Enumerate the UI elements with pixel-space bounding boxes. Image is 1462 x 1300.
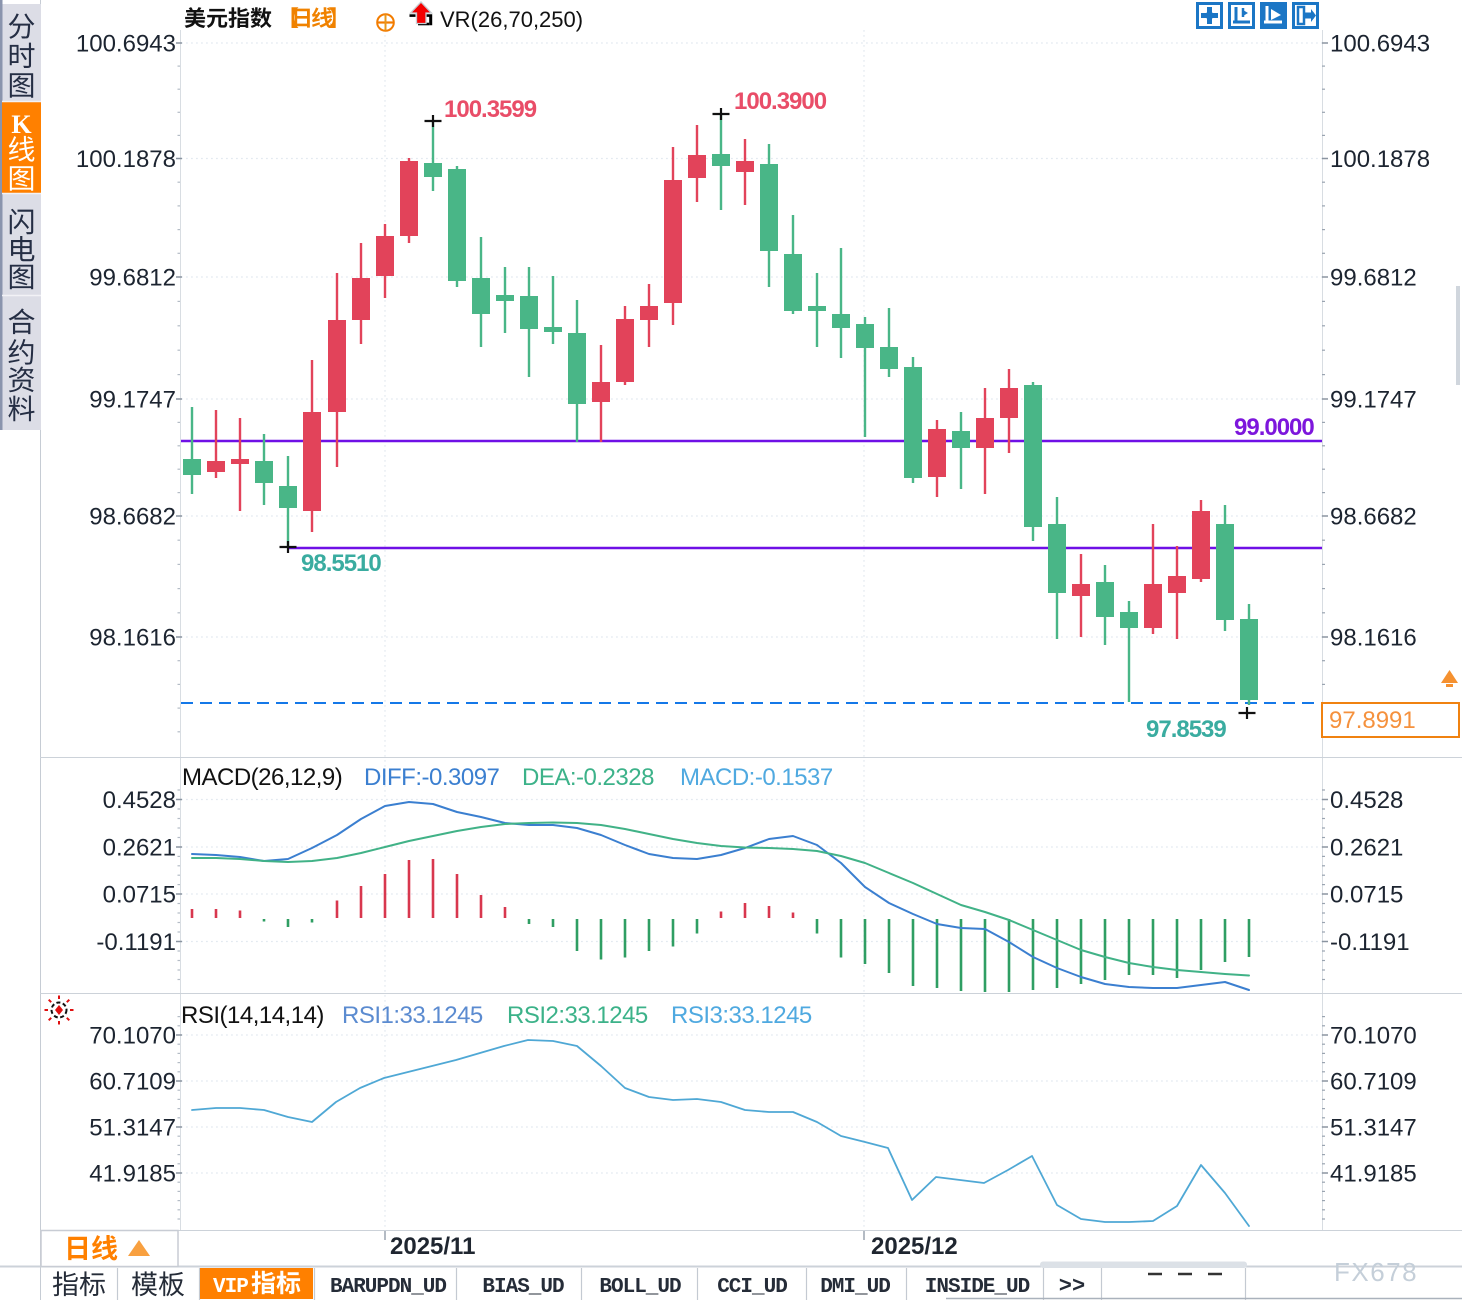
svg-text:99.6812: 99.6812 bbox=[89, 265, 176, 292]
svg-text:RSI(14,14,14): RSI(14,14,14) bbox=[181, 1002, 324, 1029]
svg-text:DEA:-0.2328: DEA:-0.2328 bbox=[522, 764, 654, 791]
svg-text:98.1616: 98.1616 bbox=[89, 625, 176, 652]
svg-text:RSI1:33.1245: RSI1:33.1245 bbox=[342, 1002, 483, 1029]
svg-text:0.0715: 0.0715 bbox=[1330, 882, 1403, 909]
svg-text:60.7109: 60.7109 bbox=[1330, 1069, 1417, 1096]
svg-text:99.6812: 99.6812 bbox=[1330, 265, 1417, 292]
svg-text:100.1878: 100.1878 bbox=[1330, 146, 1430, 173]
svg-text:FX678: FX678 bbox=[1334, 1257, 1418, 1287]
svg-text:DIFF:-0.3097: DIFF:-0.3097 bbox=[364, 764, 500, 791]
svg-text:100.6943: 100.6943 bbox=[1330, 31, 1430, 58]
svg-text:41.9185: 41.9185 bbox=[1330, 1161, 1417, 1188]
svg-text:0.2621: 0.2621 bbox=[103, 835, 176, 862]
svg-text:100.1878: 100.1878 bbox=[76, 146, 176, 173]
svg-text:INSIDE_UD: INSIDE_UD bbox=[925, 1276, 1030, 1299]
svg-text:CCI_UD: CCI_UD bbox=[717, 1276, 787, 1299]
svg-text:98.6682: 98.6682 bbox=[89, 504, 176, 531]
svg-text:-0.1191: -0.1191 bbox=[96, 929, 176, 956]
svg-text:2025/12: 2025/12 bbox=[871, 1233, 958, 1260]
svg-text:RSI2:33.1245: RSI2:33.1245 bbox=[507, 1002, 648, 1029]
svg-text:99.0000: 99.0000 bbox=[1234, 414, 1314, 441]
svg-text:98.1616: 98.1616 bbox=[1330, 625, 1417, 652]
svg-text:100.3599: 100.3599 bbox=[444, 96, 537, 123]
svg-text:100.3900: 100.3900 bbox=[734, 88, 827, 115]
svg-text:98.6682: 98.6682 bbox=[1330, 504, 1417, 531]
svg-text:>>: >> bbox=[1059, 1274, 1085, 1299]
svg-text:-0.1191: -0.1191 bbox=[1330, 929, 1410, 956]
svg-text:DMI_UD: DMI_UD bbox=[820, 1276, 890, 1299]
svg-text:70.1070: 70.1070 bbox=[1330, 1023, 1417, 1050]
svg-text:0.0715: 0.0715 bbox=[103, 882, 176, 909]
svg-text:99.1747: 99.1747 bbox=[1330, 387, 1417, 414]
svg-text:70.1070: 70.1070 bbox=[89, 1023, 176, 1050]
svg-text:2025/11: 2025/11 bbox=[390, 1233, 475, 1260]
svg-text:60.7109: 60.7109 bbox=[89, 1069, 176, 1096]
svg-text:K: K bbox=[11, 110, 32, 139]
svg-text:0.4528: 0.4528 bbox=[1330, 787, 1403, 814]
svg-text:0.4528: 0.4528 bbox=[103, 787, 176, 814]
svg-text:97.8991: 97.8991 bbox=[1329, 707, 1416, 734]
svg-text:VR(26,70,250): VR(26,70,250) bbox=[440, 7, 583, 32]
svg-text:RSI3:33.1245: RSI3:33.1245 bbox=[671, 1002, 812, 1029]
svg-text:MACD:-0.1537: MACD:-0.1537 bbox=[680, 764, 833, 791]
svg-text:BARUPDN_UD: BARUPDN_UD bbox=[330, 1276, 446, 1299]
svg-text:41.9185: 41.9185 bbox=[89, 1161, 176, 1188]
svg-text:BIAS_UD: BIAS_UD bbox=[482, 1276, 564, 1299]
svg-text:BOLL_UD: BOLL_UD bbox=[599, 1276, 681, 1299]
svg-text:MACD(26,12,9): MACD(26,12,9) bbox=[182, 764, 342, 791]
svg-text:98.5510: 98.5510 bbox=[301, 550, 381, 577]
svg-text:51.3147: 51.3147 bbox=[89, 1115, 176, 1142]
svg-text:VIP: VIP bbox=[213, 1276, 248, 1299]
svg-text:97.8539: 97.8539 bbox=[1146, 716, 1226, 743]
svg-text:99.1747: 99.1747 bbox=[89, 387, 176, 414]
svg-text:0.2621: 0.2621 bbox=[1330, 835, 1403, 862]
svg-text:51.3147: 51.3147 bbox=[1330, 1115, 1417, 1142]
svg-text:100.6943: 100.6943 bbox=[76, 31, 176, 58]
